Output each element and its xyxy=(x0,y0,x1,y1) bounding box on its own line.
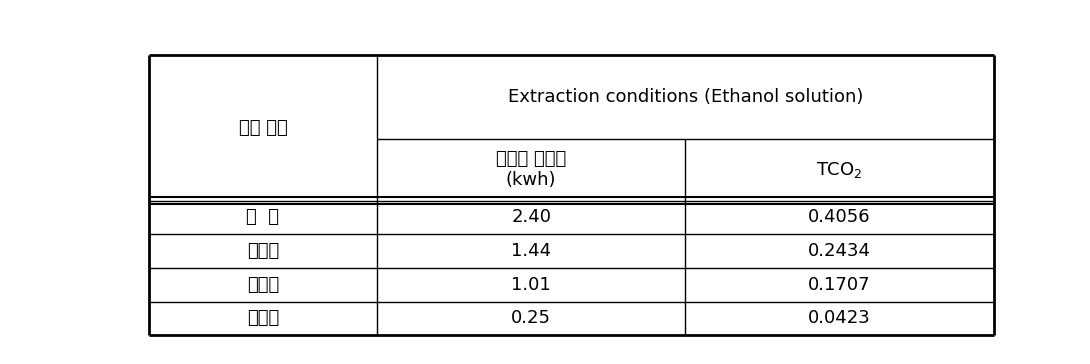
Text: 초고압: 초고압 xyxy=(246,309,279,327)
Text: Extraction conditions (Ethanol solution): Extraction conditions (Ethanol solution) xyxy=(508,88,863,106)
Text: 0.2434: 0.2434 xyxy=(808,242,871,260)
Text: 추출 공정: 추출 공정 xyxy=(239,119,288,137)
Text: 0.25: 0.25 xyxy=(511,309,552,327)
Text: 0.0423: 0.0423 xyxy=(808,309,871,327)
Text: 1.01: 1.01 xyxy=(511,276,552,294)
Text: 에너지 소비량
(kwh): 에너지 소비량 (kwh) xyxy=(496,150,567,189)
Text: 초음파: 초음파 xyxy=(246,276,279,294)
Text: 2.40: 2.40 xyxy=(511,209,552,226)
Text: TCO$_2$: TCO$_2$ xyxy=(816,160,863,180)
Text: 에탄올: 에탄올 xyxy=(246,242,279,260)
Text: 1.44: 1.44 xyxy=(511,242,552,260)
Text: 0.1707: 0.1707 xyxy=(808,276,871,294)
Text: 열  수: 열 수 xyxy=(246,209,279,226)
Text: 0.4056: 0.4056 xyxy=(808,209,871,226)
